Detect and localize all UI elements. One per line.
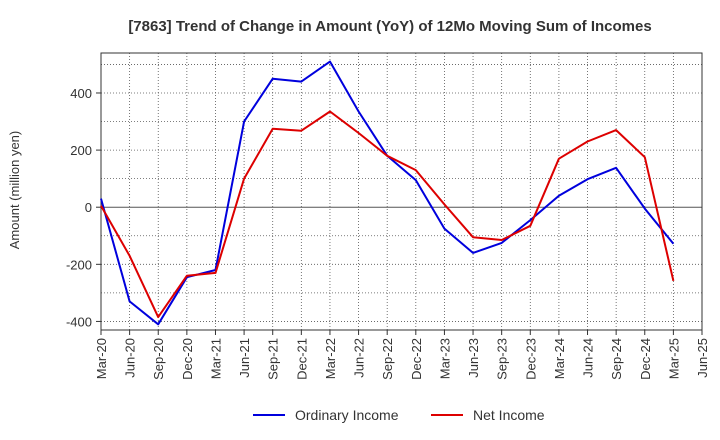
x-tick-label: Jun-23 (466, 338, 481, 378)
x-tick-label: Mar-25 (666, 338, 681, 379)
plot-background (101, 53, 702, 330)
x-tick-label: Jun-22 (352, 338, 367, 378)
y-tick-label: 0 (85, 200, 92, 215)
x-tick-label: Sep-24 (609, 338, 624, 380)
x-tick-label: Dec-24 (638, 338, 653, 380)
legend: Ordinary Income Net Income (253, 407, 545, 423)
x-tick-label: Mar-21 (208, 338, 223, 379)
chart-title: [7863] Trend of Change in Amount (YoY) o… (128, 18, 651, 35)
x-tick-label: Jun-20 (123, 338, 138, 378)
x-tick-label: Sep-21 (266, 338, 281, 380)
x-tick-label: Jun-24 (581, 338, 596, 378)
x-tick-label: Dec-21 (294, 338, 309, 380)
y-tick-label: 200 (70, 143, 92, 158)
x-tick-label: Mar-22 (323, 338, 338, 379)
y-tick-label: -400 (66, 314, 92, 329)
x-tick-label: Jun-21 (237, 338, 252, 378)
y-tick-label: 400 (70, 86, 92, 101)
y-tick-label: -200 (66, 257, 92, 272)
x-tick-label: Jun-25 (695, 338, 710, 378)
x-tick-label: Sep-22 (380, 338, 395, 380)
x-tick-label: Dec-22 (409, 338, 424, 380)
y-axis-label: Amount (million yen) (7, 131, 22, 250)
legend-label-2: Net Income (473, 407, 545, 423)
series-line-2 (100, 110, 675, 319)
plot-border (100, 52, 703, 331)
legend-label-1: Ordinary Income (295, 407, 399, 423)
x-tick-label: Dec-23 (523, 338, 538, 380)
x-tick-label: Sep-23 (495, 338, 510, 380)
x-tick-label: Mar-20 (94, 338, 109, 379)
x-tick-label: Mar-24 (552, 338, 567, 379)
x-tick-label: Sep-20 (151, 338, 166, 380)
x-tick-label: Dec-20 (180, 338, 195, 380)
plot-area: -400 -200 0 200 400 Mar-20 Jun-20 Sep-20 Dec-20 M… (66, 52, 710, 380)
x-tick-label: Mar-23 (437, 338, 452, 379)
